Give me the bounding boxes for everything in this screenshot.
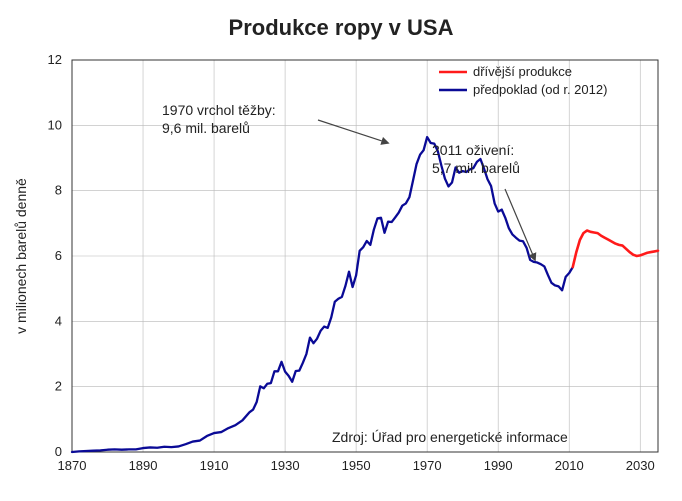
svg-text:12: 12 xyxy=(48,52,62,67)
annotation-peak-1970-line1: 9,6 mil. barelů xyxy=(162,120,250,136)
svg-text:6: 6 xyxy=(55,248,62,263)
svg-text:1970: 1970 xyxy=(413,458,442,473)
svg-text:1990: 1990 xyxy=(484,458,513,473)
svg-text:2010: 2010 xyxy=(555,458,584,473)
annotation-peak-1970-line0: 1970 vrchol těžby: xyxy=(162,102,276,118)
svg-text:1910: 1910 xyxy=(200,458,229,473)
source-label: Zdroj: Úřad pro energetické informace xyxy=(332,429,568,445)
y-axis-label: v milionech barelů denně xyxy=(13,178,29,334)
svg-text:0: 0 xyxy=(55,444,62,459)
svg-text:1950: 1950 xyxy=(342,458,371,473)
oil-production-chart: 1870 1890 1910 1930 1950 1970 1990 2010 2030 0 2 4 6… xyxy=(0,0,682,501)
svg-text:1930: 1930 xyxy=(271,458,300,473)
legend-label: dřívější produkce xyxy=(473,64,572,79)
annotation-revival-2011-line1: 5,7 mil. barelů xyxy=(432,160,520,176)
svg-text:2030: 2030 xyxy=(626,458,655,473)
annotation-revival-2011-line0: 2011 oživení: xyxy=(432,142,514,158)
svg-text:8: 8 xyxy=(55,183,62,198)
svg-text:1870: 1870 xyxy=(58,458,87,473)
svg-text:1890: 1890 xyxy=(129,458,158,473)
svg-text:4: 4 xyxy=(55,313,62,328)
legend-label: předpoklad (od r. 2012) xyxy=(473,82,607,97)
chart-title: Produkce ropy v USA xyxy=(229,15,454,40)
svg-text:10: 10 xyxy=(48,117,62,132)
svg-text:2: 2 xyxy=(55,379,62,394)
